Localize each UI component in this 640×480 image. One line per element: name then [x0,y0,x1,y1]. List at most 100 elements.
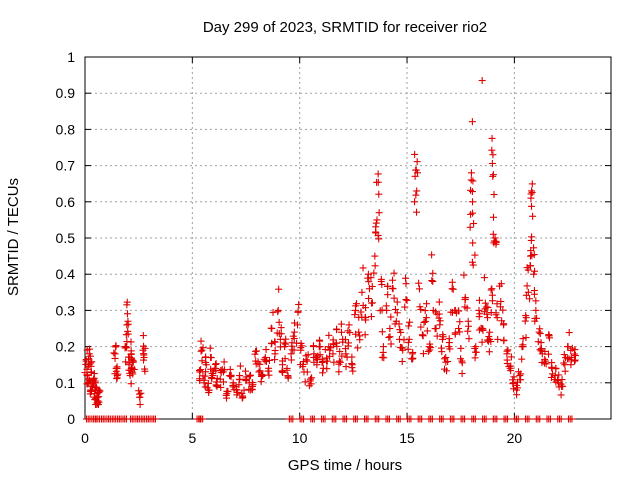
data-point [492,237,500,245]
data-point [426,340,434,348]
data-point [516,376,524,384]
x-tick-label: 0 [81,430,89,446]
data-point [485,348,493,356]
data-point [402,280,410,288]
y-tick-label: 0.7 [56,158,76,174]
data-point [112,342,120,350]
data-point [558,376,566,384]
data-point [479,415,487,423]
data-point [458,359,466,367]
y-tick-label: 0.3 [56,302,76,318]
data-point [445,339,453,347]
data-point [219,378,227,386]
data-point [451,329,459,337]
data-point [486,328,494,336]
data-point [404,345,412,353]
data-points [81,77,579,423]
data-point [530,244,538,252]
data-point [469,177,477,185]
data-point [199,372,207,380]
data-point [391,305,399,313]
data-point [545,331,553,339]
data-point [148,415,156,423]
data-point [223,387,231,395]
data-point [361,415,369,423]
data-point [469,239,477,247]
data-point [528,180,536,188]
data-point [378,328,386,336]
data-point [374,170,382,178]
data-point [338,328,346,336]
data-point [489,213,497,221]
data-point [310,350,318,358]
data-point [488,134,496,142]
data-point [382,415,390,423]
data-point [95,389,103,397]
data-point [428,251,436,259]
data-point [227,373,235,381]
data-point [411,150,419,158]
data-point [526,262,534,270]
data-point [124,320,132,328]
data-point [500,320,508,328]
y-tick-label: 0.6 [56,194,76,210]
data-point [283,364,291,372]
data-point [428,277,436,285]
data-point [303,368,311,376]
data-point [86,345,94,353]
data-point [275,318,283,326]
data-point [344,342,352,350]
data-point [555,371,563,379]
data-point [220,358,228,366]
data-point [299,363,307,371]
y-tick-label: 0.1 [56,375,76,391]
data-point [477,324,485,332]
data-point [342,336,350,344]
data-point [442,358,450,366]
data-point [467,186,475,194]
data-point [557,380,565,388]
data-point [564,343,572,351]
data-point [217,383,225,391]
data-point [422,314,430,322]
data-point [271,338,279,346]
data-point [141,365,149,373]
data-point [469,198,477,206]
data-point [484,314,492,322]
data-point [123,321,131,329]
data-point [545,350,553,358]
data-point [291,319,299,327]
data-point [295,300,303,308]
data-point [278,367,286,375]
data-point [528,202,536,210]
data-point [199,344,207,352]
data-point [397,328,405,336]
data-point [411,198,419,206]
data-point [436,415,444,423]
data-point [423,327,431,335]
data-point [248,379,256,387]
data-point [96,387,104,395]
data-point [488,159,496,167]
y-tick-label: 0.4 [56,266,76,282]
data-point [206,344,214,352]
data-point [205,386,213,394]
data-point [195,415,203,423]
data-point [443,367,451,375]
data-point [365,294,373,302]
data-point [413,208,421,216]
data-point [468,258,476,266]
data-point [336,347,344,355]
data-point [362,316,370,324]
data-point [546,334,554,342]
data-point [380,354,388,362]
data-point [423,300,431,308]
data-point [557,391,565,399]
data-point [541,347,549,355]
data-point [504,346,512,354]
data-point [306,377,314,385]
data-point [323,365,331,373]
data-point [110,349,118,357]
data-point [561,367,569,375]
data-point [213,382,221,390]
